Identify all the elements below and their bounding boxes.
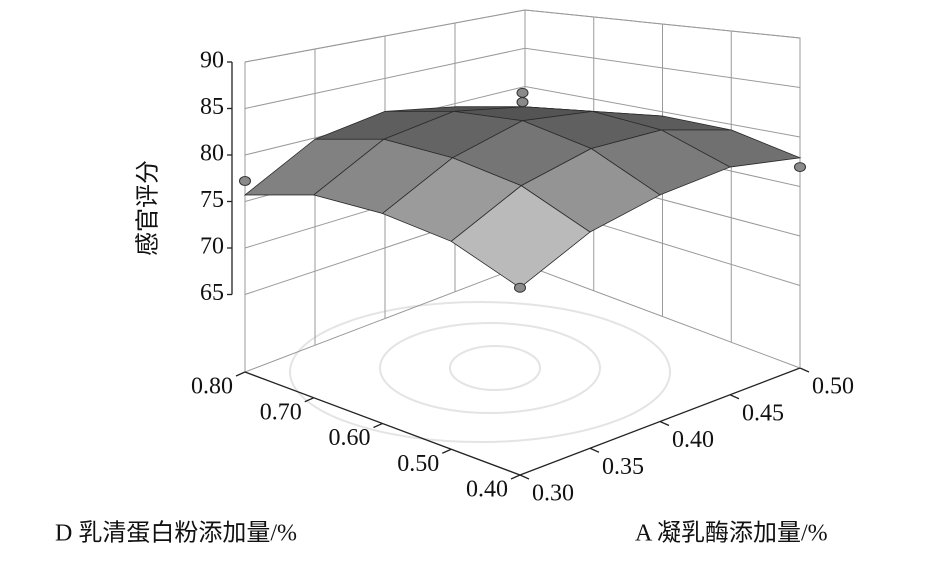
floor-contours bbox=[289, 301, 671, 443]
x-tick-label: 0.40 bbox=[672, 427, 714, 453]
design-point bbox=[516, 97, 529, 108]
design-point bbox=[239, 176, 251, 186]
x-tick bbox=[589, 447, 600, 453]
z-tick-label: 75 bbox=[200, 187, 224, 213]
z-tick-label: 85 bbox=[200, 94, 224, 120]
design-point bbox=[516, 87, 529, 98]
x-tick-label: 0.30 bbox=[532, 481, 574, 507]
x-tick-label: 0.35 bbox=[602, 454, 644, 480]
z-tick-label: 65 bbox=[200, 280, 224, 306]
y-tick-label: 0.50 bbox=[397, 451, 439, 477]
design-point bbox=[514, 282, 526, 293]
z-tick-label: 90 bbox=[200, 48, 224, 74]
x-tick bbox=[799, 367, 810, 373]
y-tick bbox=[441, 448, 452, 454]
contour bbox=[449, 345, 541, 391]
contour bbox=[379, 322, 601, 414]
z-tick-label: 80 bbox=[200, 141, 224, 167]
x-tick bbox=[659, 420, 670, 427]
contour bbox=[289, 301, 671, 443]
grid-line bbox=[244, 9, 801, 63]
z-tick-label: 70 bbox=[200, 234, 224, 260]
x-axis-label: A 凝乳酶添加量/% bbox=[635, 520, 828, 547]
y-tick bbox=[510, 474, 521, 480]
y-tick bbox=[235, 371, 246, 377]
y-tick-label: 0.70 bbox=[260, 399, 302, 425]
y-tick-label: 0.80 bbox=[191, 374, 233, 400]
y-tick-label: 0.40 bbox=[466, 477, 508, 503]
x-tick bbox=[519, 474, 530, 480]
x-tick bbox=[729, 394, 740, 400]
z-axis-label: 感官评分 bbox=[135, 160, 162, 256]
x-tick-label: 0.50 bbox=[812, 374, 854, 400]
y-tick bbox=[373, 422, 383, 429]
y-tick bbox=[304, 397, 315, 403]
y-axis-label: D 乳清蛋白粉添加量/% bbox=[55, 520, 297, 547]
x-tick-label: 0.45 bbox=[742, 400, 784, 426]
surface-patch bbox=[450, 185, 591, 289]
design-point bbox=[794, 162, 806, 173]
y-tick-label: 0.60 bbox=[329, 425, 371, 451]
